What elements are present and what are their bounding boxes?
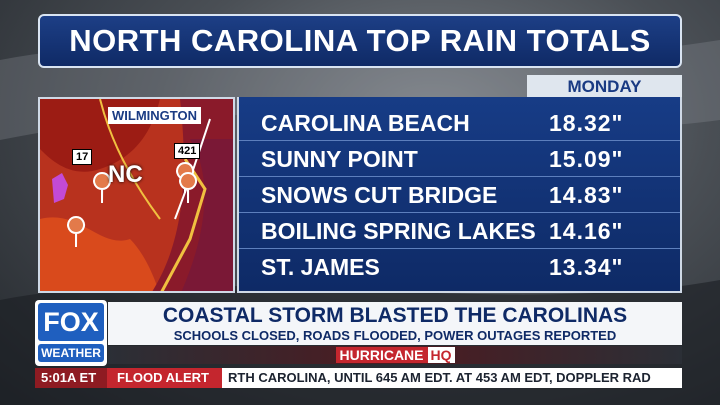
map-graphic (40, 99, 233, 291)
clock: 5:01A ET (35, 368, 107, 388)
table-row: ST. JAMES 13.34" (239, 249, 680, 285)
rain-total: 15.09" (549, 146, 624, 172)
rain-total: 14.16" (549, 218, 624, 244)
rain-table: CAROLINA BEACH 18.32" SUNNY POINT 15.09" S… (237, 97, 682, 293)
lower-third: COASTAL STORM BLASTED THE CAROLINAS SCHO… (108, 302, 682, 345)
brand-bar: HURRICANE HQ (108, 346, 682, 364)
route-shield: 17 (72, 149, 93, 165)
fox-weather-logo: FOX WEATHER (35, 300, 107, 366)
map: WILMINGTON NC 17 421 (38, 97, 235, 293)
logo-weather: WEATHER (38, 344, 104, 362)
brand-hq: HQ (427, 347, 455, 363)
table-row: CAROLINA BEACH 18.32" (239, 105, 680, 141)
title: NORTH CAROLINA TOP RAIN TOTALS (38, 14, 682, 68)
route-shield: 421 (174, 143, 201, 159)
rain-total: 13.34" (549, 254, 624, 280)
city-label: WILMINGTON (108, 107, 201, 124)
location: BOILING SPRING LAKES (261, 218, 536, 244)
location: SUNNY POINT (261, 146, 418, 172)
state-label: NC (108, 161, 143, 188)
rain-total: 18.32" (549, 110, 624, 136)
location: SNOWS CUT BRIDGE (261, 182, 498, 208)
alert-label: FLOOD ALERT (107, 368, 222, 388)
table-row: SUNNY POINT 15.09" (239, 141, 680, 177)
table-row: SNOWS CUT BRIDGE 14.83" (239, 177, 680, 213)
location: CAROLINA BEACH (261, 110, 470, 136)
location: ST. JAMES (261, 254, 380, 280)
table-row: BOILING SPRING LAKES 14.16" (239, 213, 680, 249)
headline: COASTAL STORM BLASTED THE CAROLINAS (162, 304, 628, 327)
column-header: MONDAY (527, 75, 682, 98)
ticker: 5:01A ET FLOOD ALERT RTH CAROLINA, UNTIL 6… (35, 368, 682, 388)
subhead: SCHOOLS CLOSED, ROADS FLOODED, POWER OUT… (173, 328, 617, 343)
rain-total: 14.83" (549, 182, 624, 208)
brand-hurricane: HURRICANE (335, 347, 428, 363)
ticker-text: RTH CAROLINA, UNTIL 645 AM EDT. AT 453 A… (228, 370, 651, 385)
logo-fox: FOX (38, 303, 104, 341)
